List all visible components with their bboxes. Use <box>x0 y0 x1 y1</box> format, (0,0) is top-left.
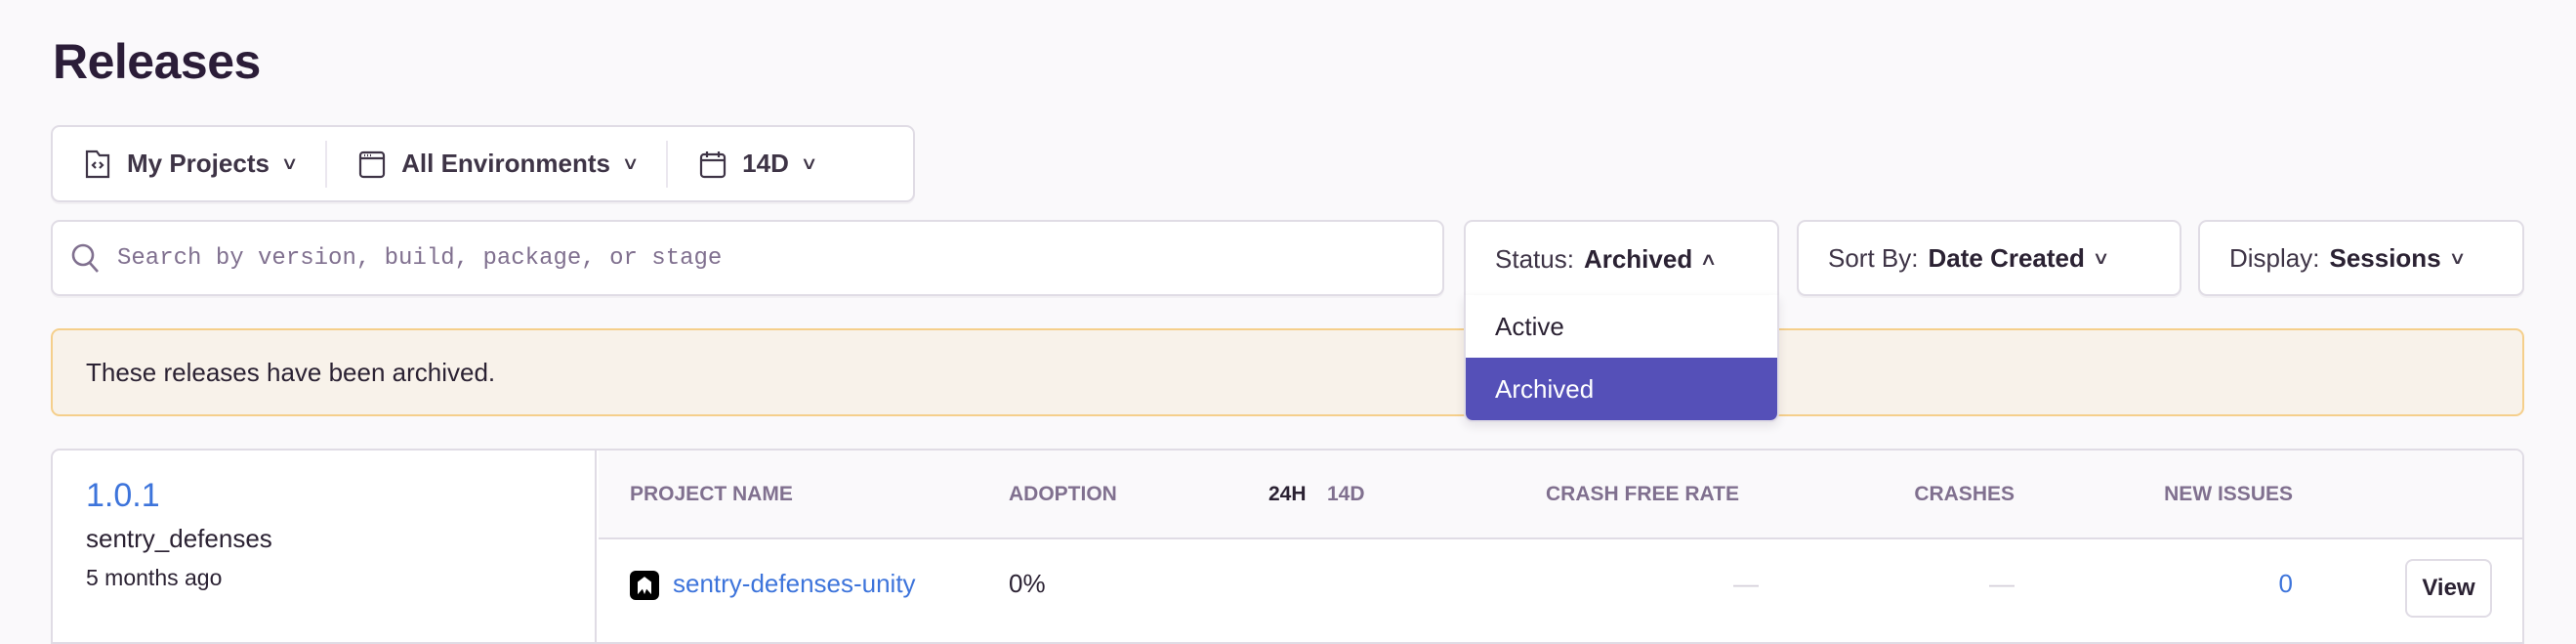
sort-prefix: Sort By: <box>1828 242 1919 273</box>
col-project-name: Project Name <box>630 483 793 505</box>
window-icon <box>359 150 386 178</box>
search-icon <box>71 243 99 273</box>
view-button[interactable]: View <box>2405 559 2492 618</box>
chevron-down-icon: ∨ <box>621 153 640 173</box>
display-prefix: Display: <box>2229 242 2320 273</box>
sort-dropdown-button[interactable]: Sort By: Date Created ∨ <box>1797 220 2181 296</box>
project-filter-label: My Projects <box>127 149 270 178</box>
table-header: Project Name Adoption 24H 14D Crash Free… <box>599 451 2522 539</box>
environment-filter-label: All Environments <box>401 149 610 178</box>
adoption-value: 0% <box>1009 569 1046 598</box>
release-card: 1.0.1 sentry_defenses 5 months ago Proje… <box>51 449 2524 644</box>
chevron-up-icon: ∧ <box>1699 248 1719 269</box>
status-option-archived[interactable]: Archived <box>1466 358 1777 420</box>
release-age: 5 months ago <box>86 565 223 590</box>
release-project: sentry_defenses <box>86 524 272 553</box>
period-24h-toggle[interactable]: 24H <box>1268 483 1307 505</box>
col-new-issues: New Issues <box>2164 483 2293 505</box>
display-dropdown-button[interactable]: Display: Sessions ∨ <box>2198 220 2524 296</box>
search-input[interactable] <box>117 244 1387 272</box>
display-value: Sessions <box>2329 242 2441 273</box>
table-row: sentry-defenses-unity 0% — — 0 View <box>599 541 2522 642</box>
status-option-active[interactable]: Active <box>1495 311 1564 341</box>
release-version-link[interactable]: 1.0.1 <box>86 477 160 514</box>
period-14d-toggle[interactable]: 14D <box>1327 483 1365 505</box>
project-cell: sentry-defenses-unity <box>630 569 916 601</box>
page-title: Releases <box>53 34 261 89</box>
calendar-icon <box>700 150 727 178</box>
status-dropdown-button[interactable]: Status: Archived ∧ <box>1464 220 1779 296</box>
status-dropdown-menu: Active Archived <box>1464 295 1779 422</box>
chevron-down-icon: ∨ <box>2092 247 2110 268</box>
date-filter-label: 14D <box>742 149 789 178</box>
environment-filter-button[interactable]: All Environments ∨ <box>325 140 666 188</box>
project-folder-icon <box>85 150 110 178</box>
sort-value: Date Created <box>1928 242 2085 273</box>
search-bar <box>51 220 1444 296</box>
release-info: 1.0.1 sentry_defenses 5 months ago <box>53 451 597 642</box>
status-value: Archived <box>1583 243 1693 274</box>
status-prefix: Status: <box>1495 243 1574 274</box>
crashes-value: — <box>1989 569 2015 598</box>
chevron-down-icon: ∨ <box>800 153 818 173</box>
new-issues-link[interactable]: 0 <box>2278 569 2293 598</box>
col-crashes: Crashes <box>1914 483 2015 505</box>
project-link[interactable]: sentry-defenses-unity <box>673 569 916 598</box>
chevron-down-icon: ∨ <box>2448 247 2467 268</box>
col-adoption: Adoption <box>1009 483 1117 505</box>
date-filter-button[interactable]: 14D ∨ <box>666 140 845 188</box>
chevron-down-icon: ∨ <box>280 153 299 173</box>
col-crash-free-rate: Crash Free Rate <box>1546 483 1739 505</box>
unity-platform-icon <box>630 571 659 601</box>
page-filter-bar: My Projects ∨ All Environments ∨ 14D ∨ <box>51 125 915 202</box>
crash-free-rate-value: — <box>1733 569 1759 598</box>
archived-alert: These releases have been archived. <box>51 328 2524 416</box>
project-filter-button[interactable]: My Projects ∨ <box>53 127 325 200</box>
